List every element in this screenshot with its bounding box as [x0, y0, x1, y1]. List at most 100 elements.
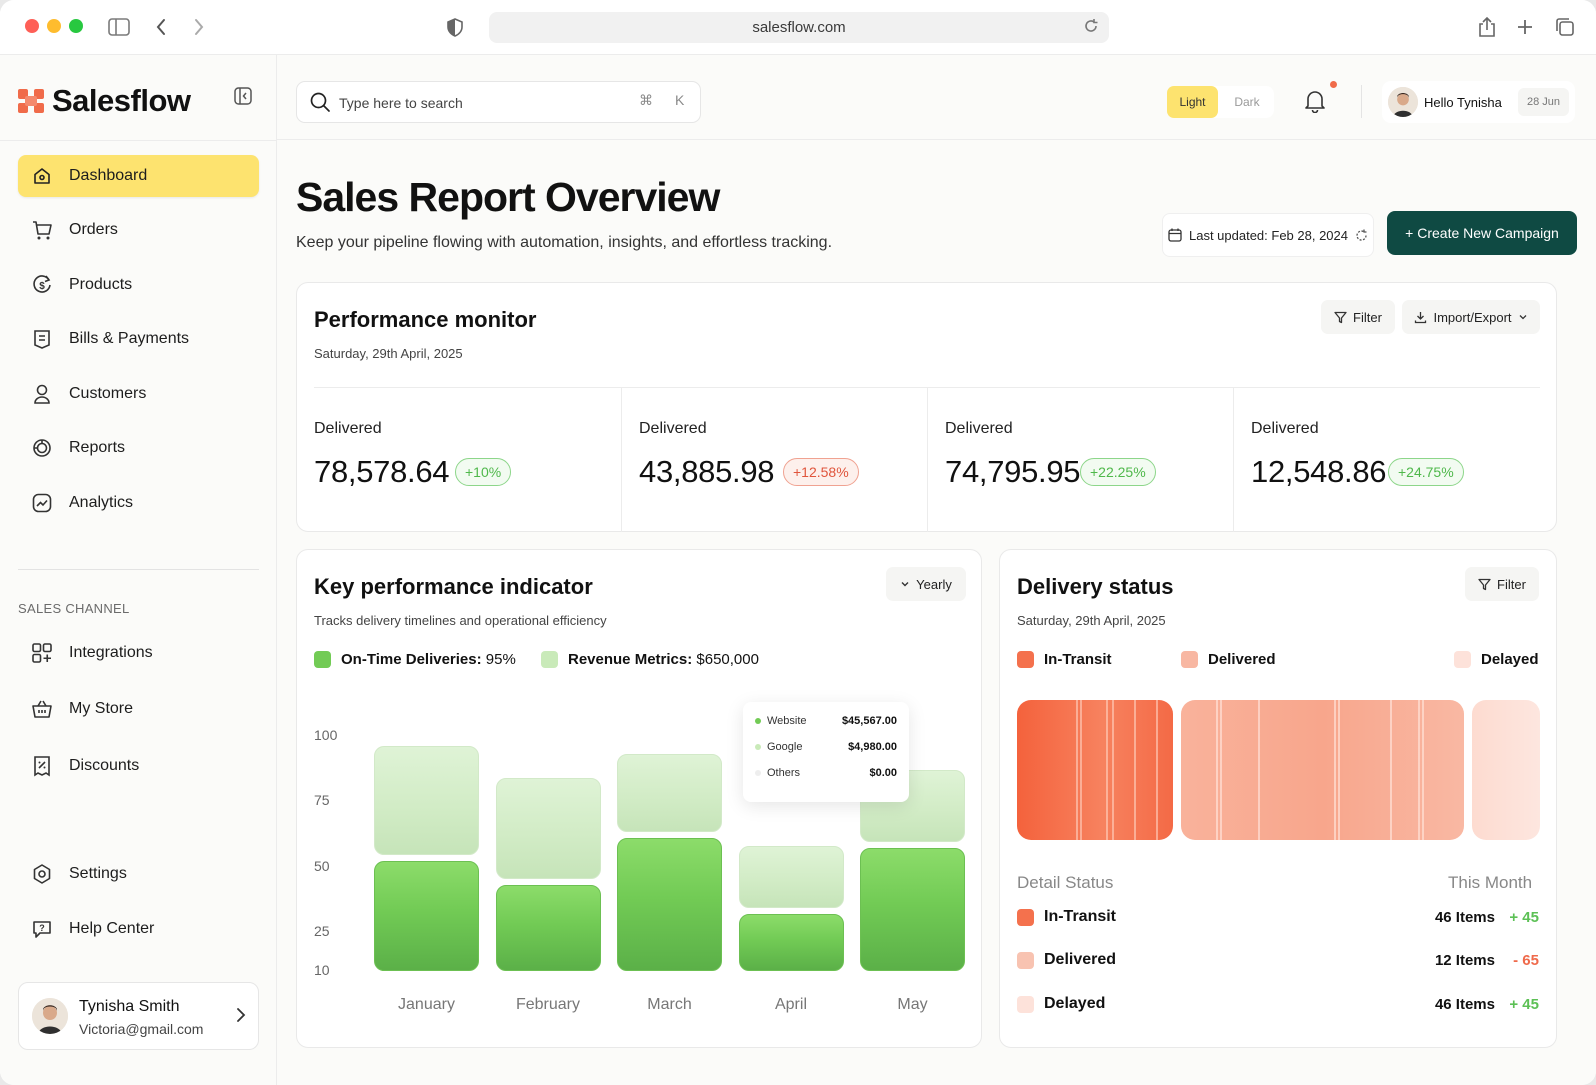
maximize-window-button[interactable] [69, 19, 83, 33]
share-icon[interactable] [1474, 14, 1500, 40]
metric-label: Delivered [639, 420, 707, 437]
minimize-window-button[interactable] [47, 19, 61, 33]
new-tab-icon[interactable] [1512, 14, 1538, 40]
user-menu[interactable]: Hello Tynisha 28 Jun [1382, 81, 1575, 123]
filter-button[interactable]: Filter [1321, 300, 1395, 334]
bar-on-time-march[interactable] [617, 837, 722, 971]
status-row: In-Transit 46 Items + 45 [1017, 906, 1539, 928]
bar-revenue-march[interactable] [617, 754, 722, 832]
tooltip-row: Website $45,567.00 [755, 715, 897, 727]
sidebar-item-analytics[interactable]: Analytics [18, 482, 259, 524]
toolbar-divider [1361, 85, 1362, 118]
legend-label: Delayed [1481, 651, 1539, 668]
sidebar: Salesflow Dashboard Orders $ Products [0, 55, 277, 1085]
url-text: salesflow.com [752, 19, 846, 36]
last-updated-chip[interactable]: Last updated: Feb 28, 2024 [1162, 213, 1374, 257]
tooltip-dot [755, 718, 761, 724]
refresh-icon[interactable] [1355, 229, 1368, 242]
status-label: Delayed [1044, 995, 1106, 1012]
discount-icon [29, 753, 55, 779]
profile-name: Tynisha Smith [79, 998, 180, 1015]
filter-icon [1334, 311, 1347, 323]
bar-on-time-february[interactable] [495, 884, 601, 971]
performance-title: Performance monitor [314, 307, 537, 332]
bell-icon[interactable] [1304, 89, 1326, 118]
tabs-overview-icon[interactable] [1552, 14, 1578, 40]
search-input[interactable] [339, 92, 619, 114]
y-axis-tick: 25 [314, 922, 330, 939]
performance-date: Saturday, 29th April, 2025 [314, 346, 463, 361]
brand-logo[interactable]: Salesflow [18, 83, 191, 119]
sidebar-item-label: Analytics [69, 494, 134, 511]
metric-change-badge: +22.25% [1080, 458, 1156, 486]
bar-on-time-january[interactable] [374, 861, 479, 971]
sidebar-item-help-center[interactable]: ? Help Center [18, 908, 259, 950]
close-window-button[interactable] [25, 19, 39, 33]
sidebar-item-label: Bills & Payments [69, 330, 190, 347]
reports-icon [29, 435, 55, 461]
collapse-sidebar-icon[interactable] [234, 87, 252, 110]
legend-item: On-Time Deliveries: 95% [314, 651, 516, 668]
bar-revenue-february[interactable] [495, 777, 601, 879]
sidebar-item-label: Products [69, 276, 133, 293]
dollar-refresh-icon: $ [29, 272, 55, 298]
download-icon [1415, 311, 1427, 323]
kpi-title: Key performance indicator [314, 574, 593, 599]
sidebar-item-discounts[interactable]: Discounts [18, 745, 259, 787]
status-label: In-Transit [1044, 908, 1117, 925]
chart-tooltip: Website $45,567.00 Google $4,980.00 Othe… [743, 702, 909, 802]
address-bar[interactable]: salesflow.com [489, 12, 1109, 43]
sidebar-item-my-store[interactable]: My Store [18, 688, 259, 730]
chevron-right-icon[interactable] [236, 1007, 246, 1028]
sidebar-item-bills-payments[interactable]: Bills & Payments [18, 318, 259, 360]
back-icon[interactable] [148, 14, 174, 40]
create-campaign-button[interactable]: + Create New Campaign [1387, 211, 1577, 255]
metric-value: 12,548.86 [1251, 454, 1387, 489]
sidebar-item-integrations[interactable]: Integrations [18, 632, 259, 674]
sidebar-divider [0, 140, 277, 141]
import-export-dropdown[interactable]: Import/Export [1402, 300, 1540, 334]
theme-dark-button[interactable]: Dark [1234, 95, 1260, 109]
bar-on-time-april[interactable] [738, 913, 844, 971]
sidebar-item-orders[interactable]: Orders [18, 209, 259, 251]
sidebar-item-reports[interactable]: Reports [18, 427, 259, 469]
date-badge: 28 Jun [1517, 88, 1569, 116]
legend-value: 95% [485, 651, 516, 668]
profile-card[interactable]: Tynisha Smith Victoria@gmail.com [18, 982, 259, 1050]
theme-light-button[interactable]: Light [1167, 86, 1218, 118]
sidebar-item-settings[interactable]: Settings [18, 853, 259, 895]
legend-label: On-Time Deliveries: [341, 651, 482, 668]
avatar [32, 998, 68, 1034]
tooltip-row: Google $4,980.00 [755, 741, 897, 753]
sidebar-item-dashboard[interactable]: Dashboard [18, 155, 259, 197]
reload-icon[interactable] [1083, 18, 1099, 38]
period-label: Yearly [916, 576, 952, 592]
metric-label: Delivered [945, 420, 1013, 437]
tooltip-label: Website [767, 715, 807, 727]
forward-icon[interactable] [186, 14, 212, 40]
bar-revenue-april[interactable] [738, 845, 844, 908]
privacy-shield-icon[interactable] [442, 14, 468, 40]
sidebar-toggle-icon[interactable] [106, 14, 132, 40]
metric-divider [1233, 388, 1234, 532]
sidebar-item-label: Settings [69, 865, 127, 882]
legend-swatch [541, 651, 558, 668]
metric-change-badge: +10% [455, 458, 512, 486]
last-updated-text: Last updated: Feb 28, 2024 [1188, 227, 1348, 243]
tooltip-label: Google [767, 741, 803, 753]
kpi-card: Key performance indicator Tracks deliver… [296, 549, 982, 1048]
period-dropdown[interactable]: Yearly [886, 567, 966, 601]
metric-divider [621, 388, 622, 532]
metric-value: 78,578.64 [314, 454, 450, 489]
sidebar-item-products[interactable]: $ Products [18, 264, 259, 306]
status-count: 46 Items [1434, 908, 1495, 926]
sidebar-item-label: Help Center [69, 920, 155, 937]
search-box[interactable]: ⌘ K [296, 81, 701, 123]
bar-revenue-january[interactable] [374, 746, 479, 856]
legend-item: Revenue Metrics: $650,000 [541, 651, 759, 668]
chevron-down-icon [1519, 315, 1526, 320]
bar-on-time-may[interactable] [860, 848, 965, 971]
sidebar-item-customers[interactable]: Customers [18, 373, 259, 415]
filter-button[interactable]: Filter [1465, 567, 1539, 601]
search-icon [309, 91, 331, 118]
